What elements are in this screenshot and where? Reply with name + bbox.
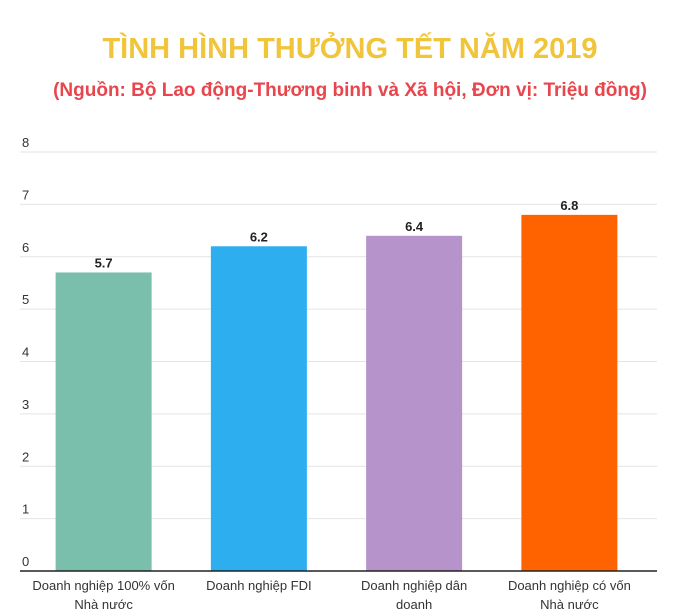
chart-subtitle: (Nguồn: Bộ Lao động-Thương binh và Xã hộ… — [53, 80, 647, 101]
bar — [210, 246, 307, 571]
x-tick-label: doanh — [396, 597, 432, 612]
x-tick-label: Nhà nước — [540, 597, 599, 612]
x-tick-label: Nhà nước — [74, 597, 133, 612]
data-label: 5.7 — [95, 255, 113, 270]
data-label: 6.2 — [250, 229, 268, 244]
data-label: 6.8 — [560, 198, 578, 213]
y-tick-label: 0 — [22, 554, 29, 569]
y-tick-label: 5 — [22, 292, 29, 307]
y-tick-label: 3 — [22, 397, 29, 412]
bar — [55, 272, 152, 571]
x-tick-label: Doanh nghiệp có vốn — [508, 578, 631, 593]
x-tick-label: Doanh nghiệp 100% vốn — [32, 578, 174, 593]
x-tick-label: Doanh nghiệp FDI — [206, 578, 312, 593]
bar — [366, 235, 463, 572]
bar — [521, 214, 618, 571]
y-tick-label: 2 — [22, 449, 29, 464]
x-tick-label: Doanh nghiệp dân — [361, 578, 467, 593]
y-tick-label: 7 — [22, 187, 29, 202]
y-tick-label: 6 — [22, 240, 29, 255]
chart-title: TÌNH HÌNH THƯỞNG TẾT NĂM 2019 — [102, 33, 598, 65]
y-tick-label: 8 — [22, 135, 29, 150]
y-tick-label: 4 — [22, 345, 29, 360]
data-label: 6.4 — [405, 219, 424, 234]
y-tick-label: 1 — [22, 502, 29, 517]
